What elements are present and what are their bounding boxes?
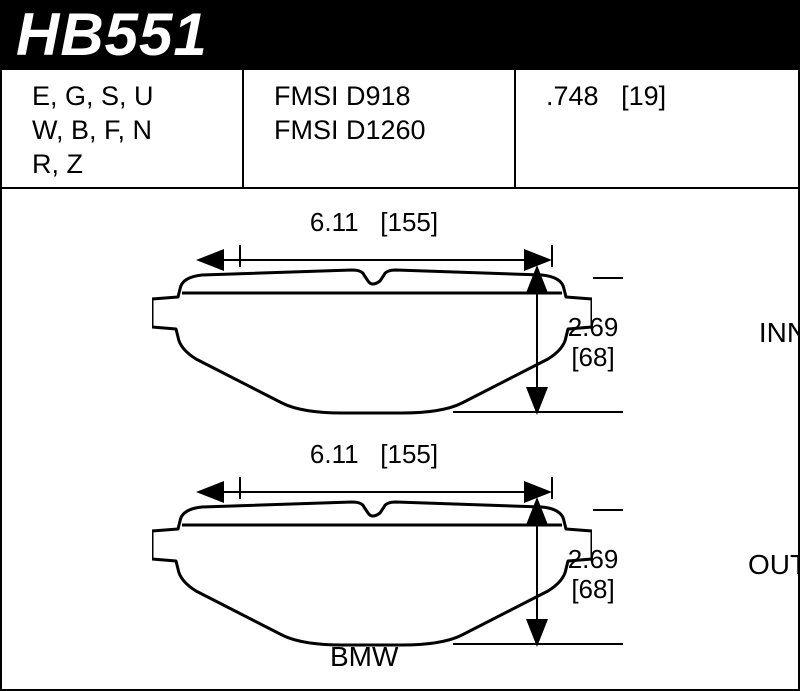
leader-tick (239, 245, 241, 267)
inner-height-dimension: 2.69 [68] (524, 265, 639, 415)
diagram-area: 6.11 [155] (2, 189, 798, 679)
part-number: HB551 (16, 5, 208, 65)
compound-line: R, Z (32, 148, 224, 182)
compound-line: E, G, S, U (32, 80, 224, 114)
leader-tick (239, 477, 241, 499)
thickness-spec: .748 [19] (516, 80, 778, 114)
thickness-mm: [19] (621, 81, 666, 111)
outer-height-inches: 2.69 (558, 545, 628, 575)
specs-row: E, G, S, U W, B, F, N R, Z FMSI D918 FMS… (2, 70, 798, 189)
outer-width-mm: [155] (380, 439, 438, 469)
brand-label: BMW (330, 641, 398, 673)
fmsi-line: FMSI D918 (274, 80, 514, 114)
spec-sheet: HB551 E, G, S, U W, B, F, N R, Z FMSI D9… (0, 0, 800, 691)
compound-codes: E, G, S, U W, B, F, N R, Z (32, 80, 242, 181)
outer-height-dimension: 2.69 [68] (524, 497, 639, 647)
compound-line: W, B, F, N (32, 114, 224, 148)
outer-width-dimension: 6.11 [155] (196, 439, 552, 470)
inner-height-inches: 2.69 (558, 313, 628, 343)
thickness-inches: .748 (546, 81, 599, 111)
height-arrow (524, 265, 552, 415)
outer-pad-block: 6.11 [155] (107, 439, 687, 649)
inner-pad-block: 6.11 [155] (107, 207, 687, 417)
fmsi-codes: FMSI D918 FMSI D1260 (244, 80, 514, 148)
inner-height-mm: [68] (558, 343, 628, 373)
leader-tick (551, 477, 553, 499)
leader-tick (551, 245, 553, 267)
outer-width-inches: 6.11 (310, 439, 359, 469)
part-number-header: HB551 (2, 2, 798, 70)
inner-width-dimension: 6.11 [155] (196, 207, 552, 238)
inner-width-mm: [155] (380, 207, 438, 237)
inner-label: INNER (759, 317, 800, 349)
fmsi-line: FMSI D1260 (274, 114, 514, 148)
outer-height-mm: [68] (558, 575, 628, 605)
outer-label: OUTER (748, 549, 800, 581)
inner-width-inches: 6.11 (310, 207, 359, 237)
height-arrow (524, 497, 552, 647)
